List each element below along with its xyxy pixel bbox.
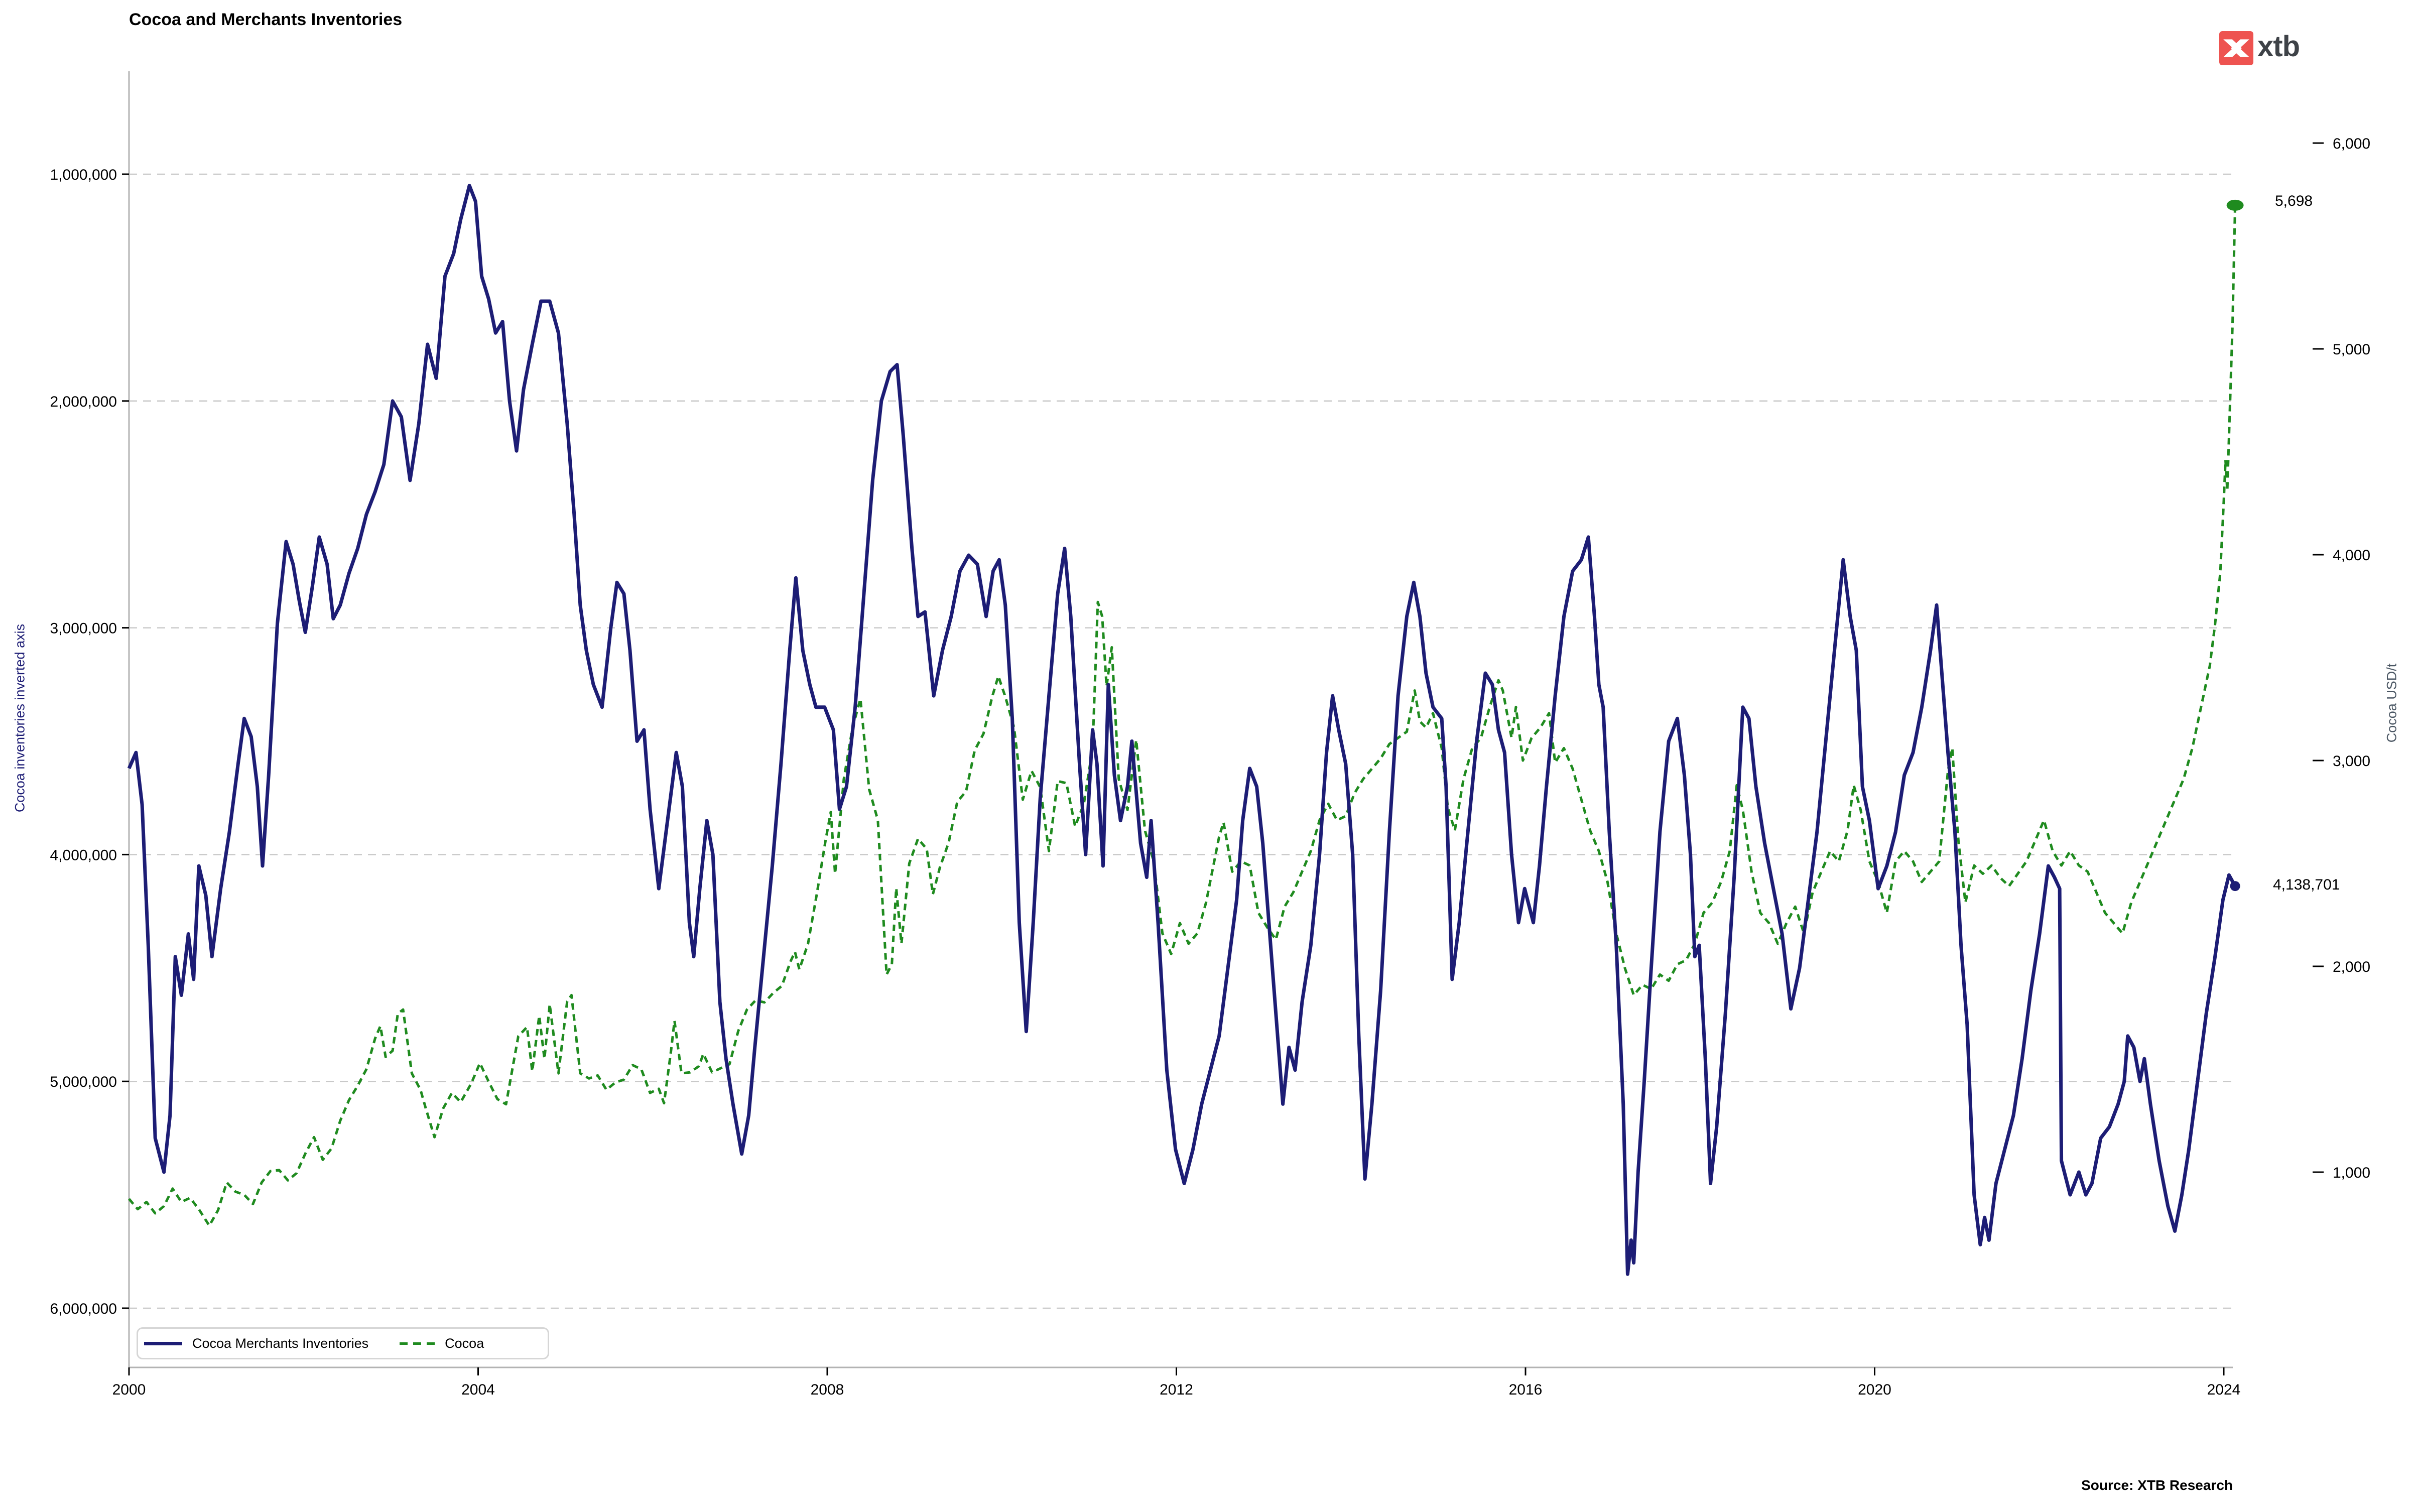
bottom-tick-label: 2012 — [1160, 1381, 1193, 1398]
cocoa-last-point-marker — [2226, 199, 2244, 211]
right-tick-label: 2,000 — [2333, 959, 2370, 975]
bottom-tick-label: 2020 — [1858, 1381, 1891, 1398]
legend-navy-line-sample — [144, 1341, 182, 1345]
xtb-logo-text: xtb — [2257, 30, 2300, 63]
left-tick-label: 4,000,000 — [50, 847, 117, 863]
right-tick-label: 1,000 — [2333, 1165, 2370, 1181]
legend-label-inventories: Cocoa Merchants Inventories — [192, 1335, 369, 1351]
bottom-tick-label: 2000 — [112, 1381, 146, 1398]
bottom-tick-label: 2008 — [811, 1381, 844, 1398]
left-axis-title: Cocoa inventories inverted axis — [12, 623, 28, 813]
left-tick-label: 2,000,000 — [50, 394, 117, 410]
cocoa-last-value-label: 5,698 — [2275, 193, 2313, 209]
legend-green-line-sample — [400, 1342, 435, 1345]
right-tick-label: 6,000 — [2333, 136, 2370, 152]
inventories-last-value-label: 4,138,701 — [2273, 876, 2340, 893]
bottom-tick-label: 2004 — [461, 1381, 495, 1398]
right-tick-label: 3,000 — [2333, 753, 2370, 770]
xtb-logo: xtb — [2219, 31, 2300, 65]
bottom-tick-label: 2016 — [1509, 1381, 1543, 1398]
left-tick-label: 3,000,000 — [50, 620, 117, 637]
bottom-tick-label: 2024 — [2207, 1381, 2241, 1398]
source-credit: Source: XTB Research — [2081, 1477, 2233, 1493]
left-tick-label: 6,000,000 — [50, 1301, 117, 1317]
right-tick-label: 4,000 — [2333, 547, 2370, 564]
left-tick-label: 5,000,000 — [50, 1074, 117, 1090]
legend: Cocoa Merchants Inventories Cocoa — [137, 1327, 549, 1359]
inventories-line — [127, 184, 2237, 1276]
page-title: Cocoa and Merchants Inventories — [129, 10, 403, 29]
left-tick-label: 1,000,000 — [50, 167, 117, 183]
xtb-logo-icon — [2219, 31, 2253, 65]
cocoa-price-line — [128, 205, 2237, 1227]
inventories-last-point-marker — [2230, 881, 2240, 892]
right-tick-label: 5,000 — [2333, 341, 2370, 358]
legend-label-cocoa: Cocoa — [445, 1335, 484, 1351]
right-axis-title: Cocoa USD/t — [2384, 663, 2399, 743]
